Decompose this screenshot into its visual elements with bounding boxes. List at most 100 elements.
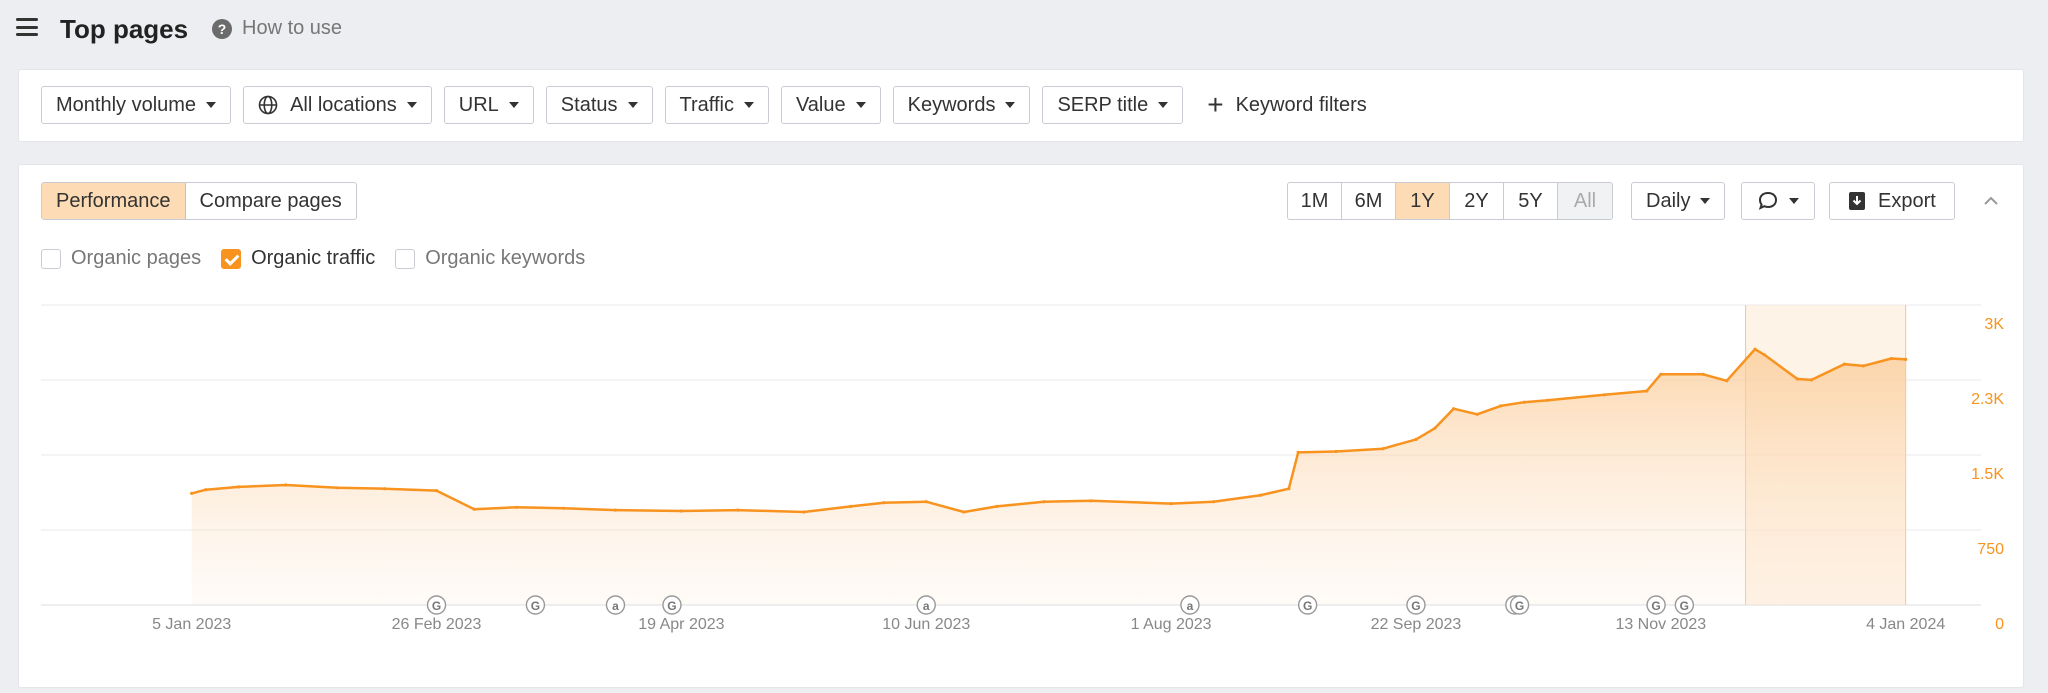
- data-point: [1089, 499, 1093, 503]
- data-point: [383, 487, 387, 491]
- date-range-selector: 1M 6M 1Y 2Y 5Y All: [1287, 182, 1613, 220]
- organic-traffic-checkbox[interactable]: Organic traffic: [221, 247, 375, 270]
- performance-panel: Performance Compare pages 1M 6M 1Y 2Y 5Y…: [18, 164, 2024, 688]
- granularity-dropdown[interactable]: Daily: [1631, 182, 1726, 220]
- filter-label: All locations: [290, 93, 397, 116]
- serp-title-filter[interactable]: SERP title: [1042, 86, 1184, 124]
- data-point: [336, 486, 340, 490]
- range-1y[interactable]: 1Y: [1396, 183, 1450, 219]
- data-point: [995, 504, 999, 508]
- event-marker: [1297, 595, 1318, 615]
- caret-down-icon: [406, 102, 417, 108]
- page-title: Top pages: [60, 14, 189, 44]
- range-1m[interactable]: 1M: [1288, 183, 1342, 219]
- tab-performance[interactable]: Performance: [42, 183, 186, 219]
- tab-compare-pages[interactable]: Compare pages: [199, 189, 342, 212]
- caret-down-icon: [1005, 102, 1016, 108]
- data-point: [679, 509, 684, 513]
- data-point: [1861, 364, 1865, 368]
- x-tick-label: 19 Apr 2023: [638, 616, 724, 633]
- hamburger-menu-icon[interactable]: [16, 18, 38, 36]
- checkbox-box[interactable]: [221, 248, 242, 269]
- view-tabs: Performance Compare pages: [41, 182, 357, 220]
- data-point: [1762, 353, 1766, 357]
- data-point: [1889, 356, 1894, 361]
- data-point: [1602, 393, 1606, 397]
- data-point: [284, 483, 288, 487]
- series-area: [191, 349, 1906, 605]
- caret-down-icon: [1158, 102, 1169, 108]
- checkbox-label: Organic pages: [71, 247, 202, 269]
- data-point: [1475, 412, 1479, 416]
- data-point: [1904, 357, 1908, 361]
- filter-label: Monthly volume: [56, 93, 197, 116]
- caret-down-icon: [1789, 198, 1799, 204]
- data-point: [1659, 372, 1663, 376]
- locations-filter[interactable]: All locations: [243, 86, 432, 124]
- how-to-use-label: How to use: [242, 17, 343, 39]
- organic-pages-checkbox[interactable]: Organic pages: [41, 247, 201, 270]
- range-all[interactable]: All: [1558, 183, 1612, 219]
- monthly-volume-filter[interactable]: Monthly volume: [41, 86, 232, 124]
- organic-traffic-chart: 3K 2.3K 1.5K 750 0 5 Jan 2023 26 Feb 2023 19 Ap…: [41, 304, 2004, 633]
- url-filter[interactable]: URL: [443, 86, 534, 124]
- x-tick-label: 26 Feb 2023: [392, 616, 482, 633]
- data-point: [1296, 450, 1300, 454]
- event-marker-label: G: [1411, 599, 1420, 613]
- status-filter[interactable]: Status: [545, 86, 653, 124]
- chevron-up-icon[interactable]: [1979, 189, 2003, 213]
- x-tick-label: 10 Jun 2023: [882, 616, 970, 633]
- range-2y[interactable]: 2Y: [1450, 183, 1504, 219]
- data-point: [237, 485, 241, 489]
- range-6m[interactable]: 6M: [1342, 183, 1396, 219]
- checkbox-label: Organic traffic: [251, 247, 376, 269]
- data-point: [1211, 500, 1216, 504]
- traffic-filter[interactable]: Traffic: [664, 86, 769, 124]
- organic-keywords-checkbox[interactable]: Organic keywords: [395, 247, 585, 270]
- event-marker: [916, 595, 936, 615]
- data-point: [1433, 426, 1437, 430]
- checkbox-box[interactable]: [395, 248, 416, 269]
- how-to-use-link[interactable]: ? How to use: [212, 17, 342, 40]
- data-point: [1546, 398, 1550, 402]
- checkbox-box[interactable]: [41, 248, 61, 269]
- export-button[interactable]: Export: [1829, 182, 1955, 220]
- y-tick-label: 1.5K: [1971, 466, 2004, 483]
- plus-icon: +: [1207, 89, 1224, 120]
- range-5y[interactable]: 5Y: [1504, 183, 1558, 219]
- filter-label: Traffic: [679, 93, 734, 116]
- x-tick-label: 5 Jan 2023: [152, 616, 231, 633]
- event-marker: [1180, 595, 1200, 615]
- event-marker: [605, 595, 626, 615]
- event-marker-label: G: [531, 599, 540, 613]
- data-point: [882, 501, 886, 505]
- data-point: [1522, 400, 1526, 404]
- checkbox-label: Organic keywords: [425, 247, 586, 269]
- event-marker: [525, 595, 546, 615]
- event-marker-label: a: [612, 599, 619, 613]
- data-point: [515, 505, 519, 509]
- data-point: [736, 508, 740, 512]
- event-marker-label: G: [1680, 599, 1689, 613]
- filter-label: Value: [795, 93, 846, 116]
- globe-icon: [258, 95, 278, 115]
- data-point: [1725, 379, 1729, 383]
- data-point: [1259, 493, 1263, 497]
- value-filter[interactable]: Value: [780, 86, 881, 124]
- event-marker-label: G: [1651, 599, 1660, 613]
- x-tick-label: 13 Nov 2023: [1615, 616, 1706, 633]
- filter-panel: Monthly volume All locations URL Status …: [18, 69, 2024, 142]
- keyword-filters-button[interactable]: + Keyword filters: [1207, 89, 1367, 120]
- event-marker-label: G: [1303, 599, 1312, 613]
- keywords-filter[interactable]: Keywords: [892, 86, 1031, 124]
- event-marker-label: G: [1515, 599, 1524, 613]
- data-point: [613, 508, 618, 512]
- annotations-dropdown[interactable]: [1741, 182, 1815, 220]
- event-marker: [1674, 595, 1695, 615]
- data-point: [1381, 447, 1385, 451]
- x-tick-label: 1 Aug 2023: [1131, 616, 1212, 633]
- event-marker: [1646, 595, 1666, 615]
- x-tick-label: 22 Sep 2023: [1371, 616, 1462, 633]
- data-point: [190, 491, 194, 495]
- export-label: Export: [1878, 189, 1936, 212]
